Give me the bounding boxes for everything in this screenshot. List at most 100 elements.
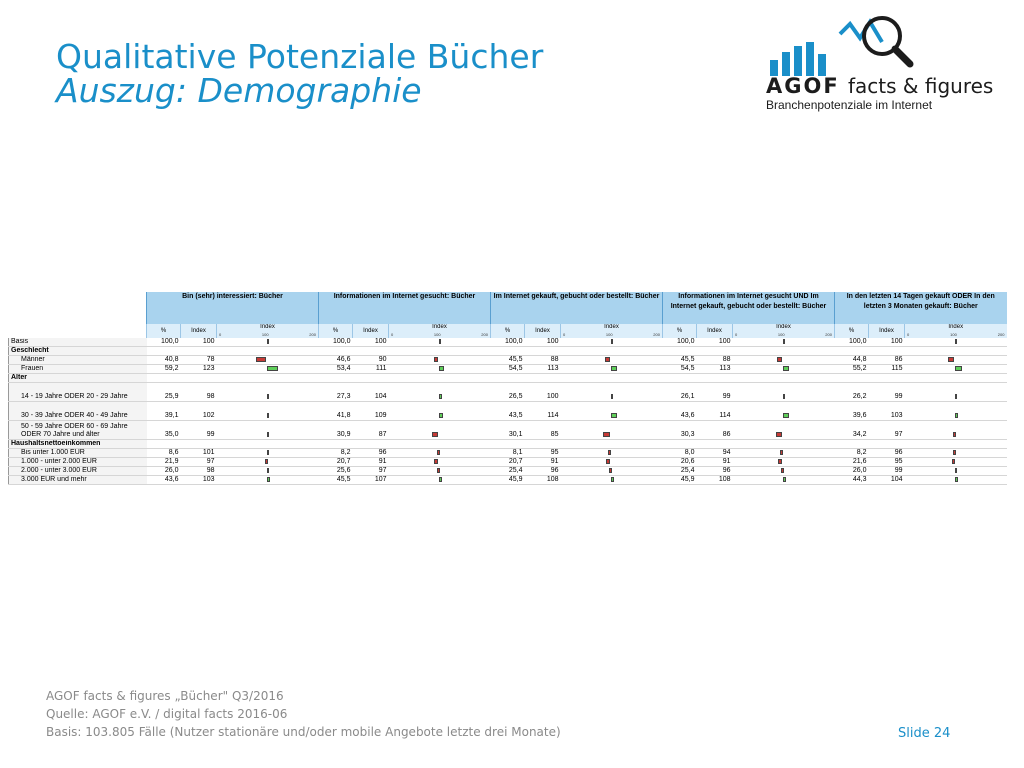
index-bar-below (775, 432, 783, 437)
index-bar-above (782, 366, 789, 371)
index-header: Index (696, 324, 733, 338)
pct-value: 59,2 (146, 364, 181, 374)
index-bar-neutral (266, 413, 269, 418)
index-bar-neutral (782, 339, 785, 344)
pct-value: 21,6 (834, 457, 869, 467)
index-chart-cell (216, 401, 319, 421)
index-chart-cell (560, 448, 663, 458)
index-bar-below (434, 459, 439, 464)
row-label: Bis unter 1.000 EUR (8, 448, 147, 458)
pct-header: % (490, 324, 525, 338)
index-bar-above (610, 413, 618, 418)
index-bar-neutral (610, 394, 613, 399)
index-value: 98 (180, 466, 217, 476)
index-bar-neutral (954, 468, 957, 473)
index-chart-cell (216, 475, 319, 485)
index-bar-above (610, 366, 617, 371)
index-bar-below (604, 357, 611, 362)
index-bar-below (433, 357, 439, 362)
pct-value: 45,9 (662, 475, 697, 485)
index-bar-above (438, 477, 442, 482)
index-bar-below (603, 432, 611, 437)
pct-value: 100,0 (662, 338, 697, 347)
index-bar-neutral (266, 468, 269, 473)
pct-value: 25,6 (318, 466, 353, 476)
pct-value: 45,5 (318, 475, 353, 485)
table-row: Bis unter 1.000 EUR 8,6 101 8,2 96 8,1 95 8,0 94… (8, 448, 1007, 458)
axis-tick-label: 200 (825, 332, 832, 337)
pct-value: 20,6 (662, 457, 697, 467)
footer-notes: AGOF facts & figures „Bücher" Q3/2016 Qu… (46, 687, 561, 741)
index-chart-cell (560, 382, 663, 402)
index-chart-cell (904, 355, 1007, 365)
index-value: 95 (524, 448, 561, 458)
index-value: 98 (180, 382, 217, 402)
index-bar-neutral (266, 450, 269, 455)
pct-value: 26,2 (834, 382, 869, 402)
pct-header: % (834, 324, 869, 338)
axis-tick-label: 200 (309, 332, 316, 337)
index-chart-cell (388, 338, 491, 347)
index-bar-above (266, 477, 270, 482)
index-bar-above (266, 366, 278, 371)
index-chart-cell (732, 466, 835, 476)
footer-basis: Basis: 103.805 Fälle (Nutzer stationäre … (46, 725, 561, 739)
index-value: 102 (180, 401, 217, 421)
pct-value: 26,0 (146, 466, 181, 476)
chart-header-label: Index (260, 324, 275, 330)
pct-value: 40,8 (146, 355, 181, 365)
row-label: Basis (8, 338, 147, 347)
index-value: 99 (868, 382, 905, 402)
pct-value: 20,7 (490, 457, 525, 467)
pct-value: 21,9 (146, 457, 181, 467)
table-row: Männer 40,8 78 46,6 90 45,5 88 45,5 88 44,8 86 (8, 355, 1007, 365)
pct-value: 34,2 (834, 420, 869, 440)
chart-axis: 0 100 200 (907, 331, 1005, 338)
pct-value: 43,6 (662, 401, 697, 421)
index-chart-header: Index 0 100 200 (216, 324, 319, 338)
axis-tick-label: 0 (219, 332, 222, 337)
index-chart-cell (732, 475, 835, 485)
title-main: Qualitative Potenziale Bücher (56, 37, 544, 76)
chart-axis: 0 100 200 (563, 331, 660, 338)
index-value: 91 (352, 457, 389, 467)
index-chart-cell (560, 475, 663, 485)
row-label: 2.000 - unter 3.000 EUR (8, 466, 147, 476)
pct-value: 39,6 (834, 401, 869, 421)
index-chart-cell (388, 475, 491, 485)
index-value: 100 (352, 338, 389, 347)
index-chart-cell (560, 401, 663, 421)
index-chart-cell (388, 364, 491, 374)
index-bar-above (438, 394, 442, 399)
pct-value: 26,5 (490, 382, 525, 402)
index-chart-cell (560, 355, 663, 365)
pct-value: 30,3 (662, 420, 697, 440)
index-bar-neutral (954, 339, 957, 344)
index-chart-cell (216, 355, 319, 365)
table-row: 50 - 59 Jahre ODER 60 - 69 Jahre ODER 70… (8, 420, 1007, 440)
index-bar-below (952, 450, 956, 455)
index-bar-neutral (610, 339, 613, 344)
index-value: 100 (524, 338, 561, 347)
index-bar-below (255, 357, 267, 362)
axis-tick-label: 200 (997, 332, 1005, 337)
group-header: In den letzten 14 Tagen gekauft ODER In … (834, 292, 1007, 324)
axis-tick-label: 0 (907, 332, 910, 337)
pct-value: 53,4 (318, 364, 353, 374)
group-header: Im Internet gekauft, gebucht oder bestel… (490, 292, 663, 324)
index-value: 113 (696, 364, 733, 374)
index-bar-below (953, 432, 957, 437)
index-chart-cell (216, 382, 319, 402)
index-value: 91 (524, 457, 561, 467)
pct-value: 8,6 (146, 448, 181, 458)
pct-value: 100,0 (146, 338, 181, 347)
index-value: 87 (352, 420, 389, 440)
index-value: 86 (696, 420, 733, 440)
index-bar-below (952, 459, 956, 464)
index-value: 97 (352, 466, 389, 476)
index-value: 123 (180, 364, 217, 374)
pct-value: 25,9 (146, 382, 181, 402)
index-value: 113 (524, 364, 561, 374)
section-row: Alter (8, 373, 1007, 383)
pct-value: 55,2 (834, 364, 869, 374)
